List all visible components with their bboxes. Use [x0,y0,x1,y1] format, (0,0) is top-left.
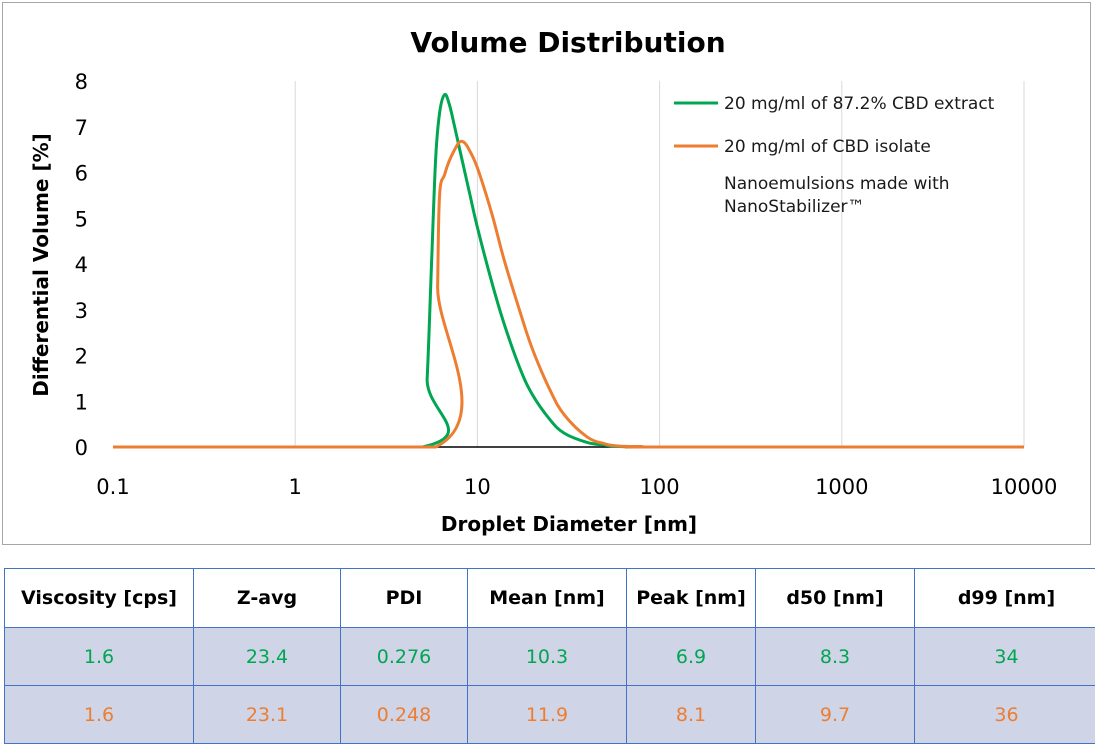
y-tick-label: 0 [75,436,88,460]
table-header-cell: Viscosity [cps] [4,568,194,628]
table-header-cell: Mean [nm] [467,568,627,628]
table-cell: 34 [914,627,1095,686]
legend-label-1: 20 mg/ml of CBD isolate [724,137,931,157]
x-tick-label: 10 [464,475,491,499]
series-line-1 [113,139,1024,449]
table-row: 1.6 23.4 0.276 10.3 6.9 8.3 34 [4,627,1095,686]
y-axis-title: Differential Volume [%] [29,133,53,397]
series-lines [113,92,1024,449]
grid-lines [294,81,1025,447]
table-header-cell: d50 [nm] [755,568,915,628]
chart-title: Volume Distribution [410,26,725,59]
table-cell: 9.7 [755,685,915,744]
table-header-cell: Z-avg [193,568,341,628]
annotation-line: NanoStabilizer™ [724,197,865,217]
table-cell: 8.1 [626,685,756,744]
x-tick-label: 100 [640,475,680,499]
y-tick-label: 2 [75,345,88,369]
results-table: Viscosity [cps] Z-avg PDI Mean [nm] Peak [nm… [4,568,1095,744]
x-tick-label: 0.1 [96,475,129,499]
table-header-cell: d99 [nm] [914,568,1095,628]
chart-frame: Volume Distribution 0.1 1 10 100 1000 10000 0 1… [2,2,1091,545]
x-tick-label: 1 [289,475,302,499]
x-axis-title: Droplet Diameter [nm] [441,512,697,536]
volume-distribution-chart: Volume Distribution 0.1 1 10 100 1000 10000 0 1… [29,26,1058,536]
y-tick-label: 1 [75,390,88,414]
table-cell: 0.248 [340,685,468,744]
table-cell: 0.276 [340,627,468,686]
table-cell: 8.3 [755,627,915,686]
chart-annotation: Nanoemulsions made with NanoStabilizer™ [724,174,950,217]
table-header-cell: PDI [340,568,468,628]
table-cell: 11.9 [467,685,627,744]
table-header-row: Viscosity [cps] Z-avg PDI Mean [nm] Peak [nm… [4,568,1095,628]
table-row: 1.6 23.1 0.248 11.9 8.1 9.7 36 [4,685,1095,744]
table-header-cell: Peak [nm] [626,568,756,628]
table-cell: 36 [914,685,1095,744]
table-cell: 10.3 [467,627,627,686]
y-tick-label: 3 [75,299,88,323]
tick-labels: 0.1 1 10 100 1000 10000 0 1 2 3 4 5 6 7 8 [75,70,1058,499]
y-tick-label: 4 [75,253,88,277]
y-tick-label: 6 [75,162,88,186]
x-tick-label: 10000 [991,475,1058,499]
y-tick-label: 8 [75,70,88,94]
table-body: 1.6 23.4 0.276 10.3 6.9 8.3 34 1.6 23.1 0.248 11.9… [4,627,1095,744]
table-cell: 1.6 [4,685,194,744]
x-tick-label: 1000 [815,475,868,499]
table-cell: 23.4 [193,627,341,686]
table-cell: 6.9 [626,627,756,686]
table-cell: 23.1 [193,685,341,744]
annotation-line: Nanoemulsions made with [724,174,950,194]
y-tick-label: 7 [75,116,88,140]
y-tick-label: 5 [75,207,88,231]
legend: 20 mg/ml of 87.2% CBD extract 20 mg/ml of… [674,94,995,157]
legend-label-0: 20 mg/ml of 87.2% CBD extract [724,94,995,114]
table-cell: 1.6 [4,627,194,686]
